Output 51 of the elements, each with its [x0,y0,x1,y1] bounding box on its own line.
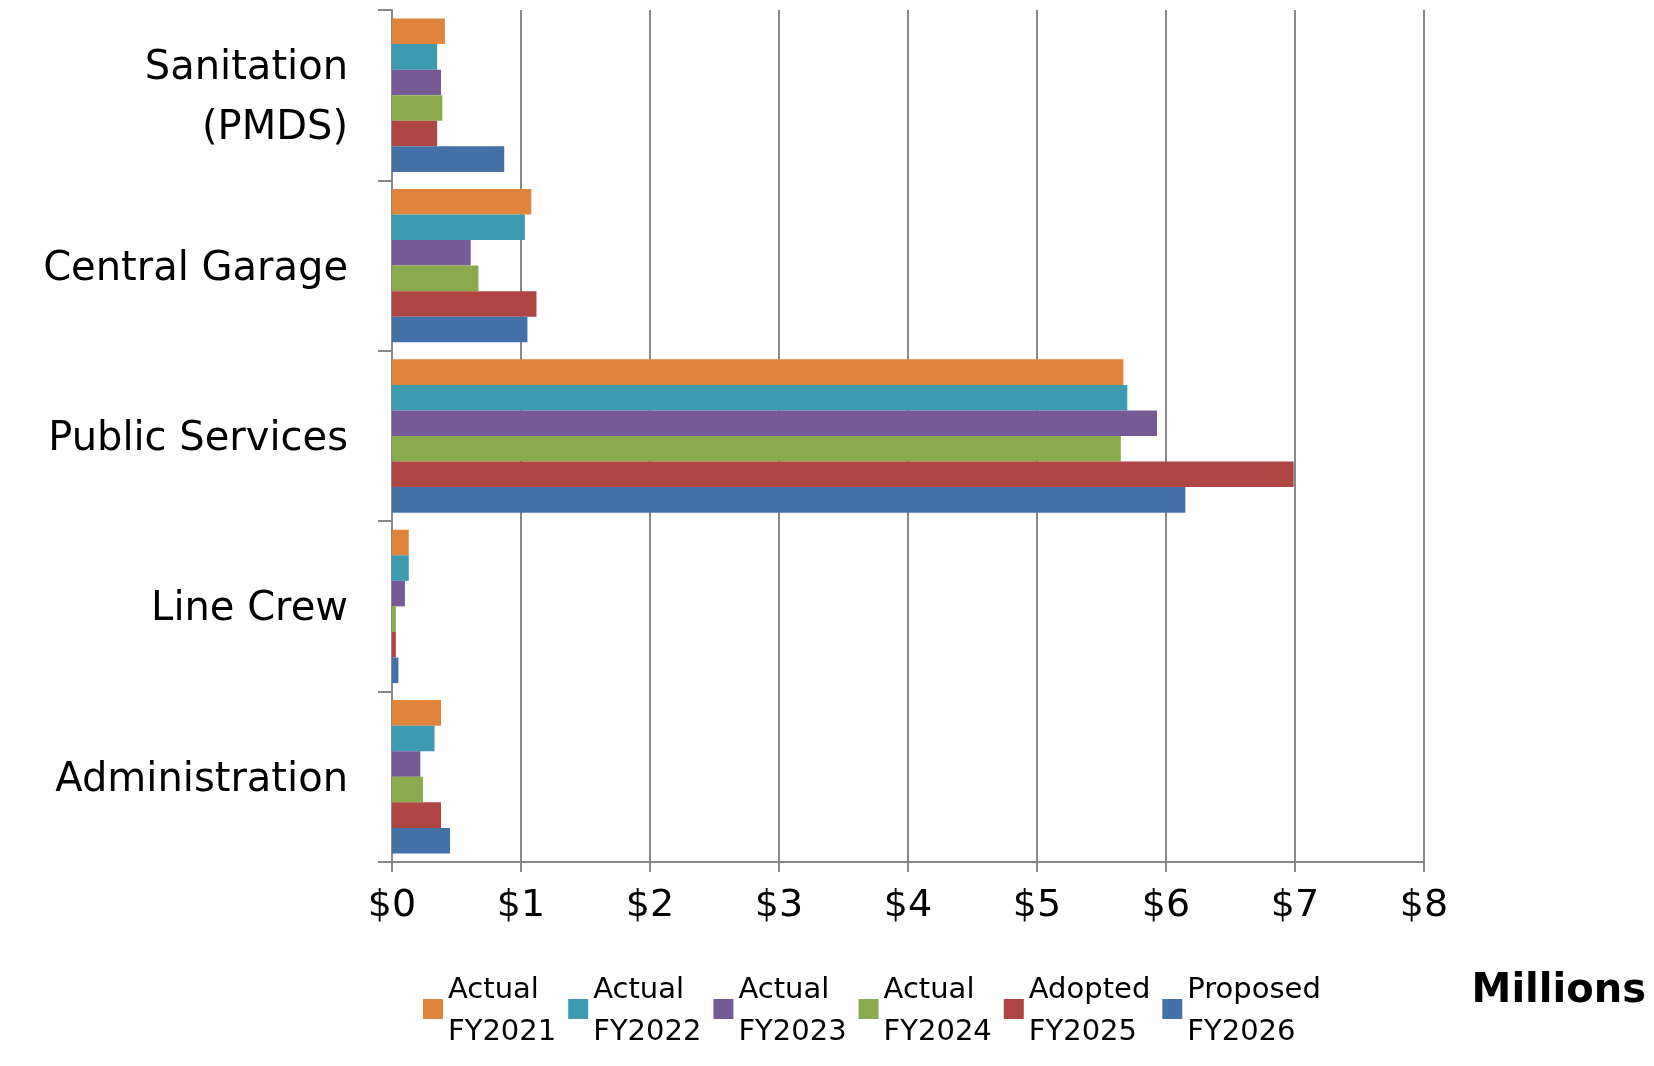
bar [392,146,505,172]
legend-label: Actual FY2024 [883,971,992,1047]
bar [392,631,396,658]
bar [392,776,423,803]
bar [392,700,442,726]
legend-label: Adopted FY2025 [1028,971,1151,1047]
x-tick-label: $7 [1270,881,1320,925]
bar [392,291,537,317]
bar [392,487,1186,513]
y-tick-label: Central Garage [43,242,348,289]
x-tick-label: $8 [1399,881,1449,925]
y-tick-label: Sanitation (PMDS) [144,42,348,149]
bar [392,461,1294,488]
x-tick-label: $2 [625,881,675,925]
bar [392,384,1128,411]
bar [392,359,1124,385]
bar [392,120,438,147]
bar [392,69,442,96]
bar [392,580,405,607]
bar [392,606,396,632]
bar [392,18,445,45]
bar [392,410,1157,436]
bar [392,240,471,266]
bar [392,44,438,70]
bar [392,529,409,556]
bar [392,188,532,215]
legend-label: Proposed FY2026 [1187,971,1321,1047]
x-tick-label: $1 [496,881,546,925]
x-tick-label: $5 [1012,881,1062,925]
x-tick-label: $3 [754,881,804,925]
legend-label: Actual FY2023 [738,971,847,1047]
x-tick-label: $0 [367,881,417,925]
x-tick-label: $4 [883,881,933,925]
bar [392,214,525,241]
bar [392,95,443,121]
bar [392,555,409,581]
legend-label: Actual FY2021 [448,971,557,1047]
bar [392,436,1121,462]
bar [392,827,451,854]
x-axis-title: Millions [1471,965,1647,1011]
y-tick-label: Administration [55,753,348,800]
x-tick-label: $6 [1141,881,1191,925]
bar [392,725,435,752]
bar [392,802,442,828]
bar [392,751,421,777]
bar [392,265,479,292]
y-tick-label: Public Services [48,413,348,459]
bar [392,316,528,343]
bar [392,657,399,684]
legend-label: Actual FY2022 [593,971,702,1047]
y-tick-label: Line Crew [151,583,348,630]
